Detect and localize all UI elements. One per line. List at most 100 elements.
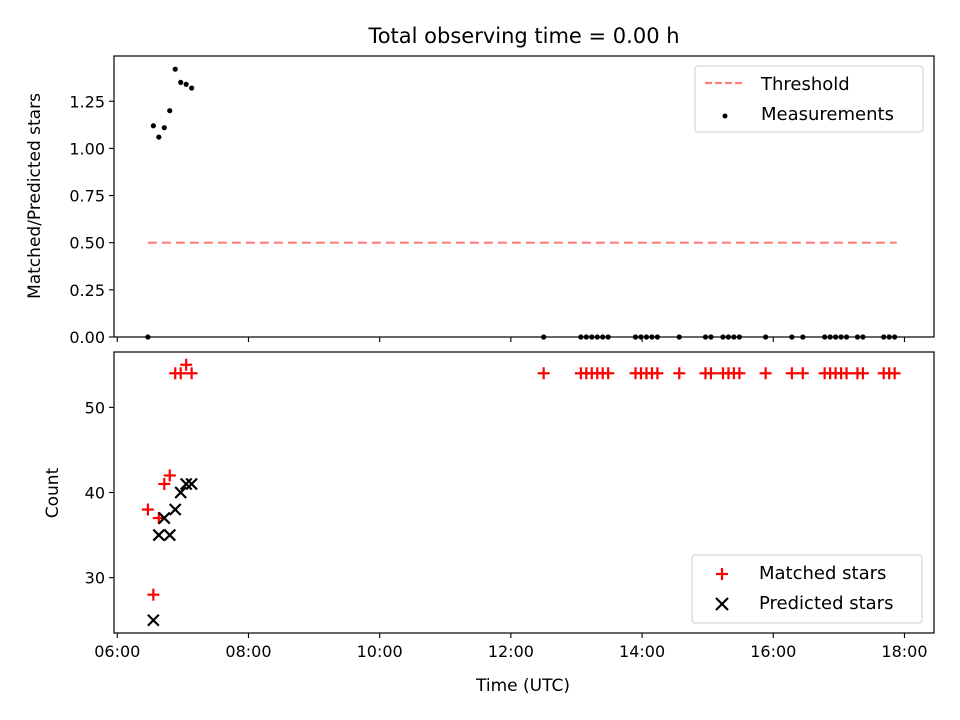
chart-title: Total observing time = 0.00 h bbox=[367, 24, 679, 48]
matched-star-marker bbox=[158, 477, 171, 490]
measurement-point bbox=[583, 334, 589, 340]
predicted-star-marker bbox=[185, 477, 198, 491]
measurement-point bbox=[892, 334, 898, 340]
bottom-y-tick-label: 30 bbox=[85, 569, 105, 588]
predicted-star-stroke bbox=[147, 613, 160, 627]
x-tick-label: 14:00 bbox=[619, 642, 665, 661]
matched-star-marker bbox=[147, 588, 160, 601]
top-legend-box bbox=[694, 65, 924, 133]
top-legend: Threshold Measurements bbox=[694, 65, 924, 133]
predicted-star-marker bbox=[147, 613, 160, 627]
matched-star-marker bbox=[185, 367, 198, 380]
predicted-star-stroke bbox=[163, 528, 177, 542]
x-tick-label: 16:00 bbox=[750, 642, 796, 661]
measurement-point bbox=[167, 108, 173, 114]
measurement-point bbox=[860, 334, 866, 340]
top-y-tick-label: 1.25 bbox=[69, 92, 105, 111]
bottom-y-axis-label: Count bbox=[43, 467, 63, 518]
measurement-point bbox=[843, 334, 850, 340]
measurement-point bbox=[578, 334, 584, 340]
measurement-point bbox=[156, 134, 162, 140]
x-tick-label: 10:00 bbox=[357, 642, 403, 661]
matched-star-marker bbox=[888, 367, 901, 380]
measurement-point bbox=[189, 85, 195, 91]
x-tick-label: 12:00 bbox=[488, 642, 534, 661]
top-y-axis-label: Matched/Predicted stars bbox=[25, 93, 45, 299]
measurement-point bbox=[886, 334, 892, 340]
measurement-point bbox=[800, 334, 806, 340]
matched-star-marker bbox=[163, 469, 176, 482]
measurement-point bbox=[827, 334, 833, 340]
measurement-point bbox=[720, 334, 726, 340]
matched-star-marker bbox=[704, 367, 717, 380]
predicted-star-stroke bbox=[168, 503, 182, 516]
measurement-point bbox=[589, 334, 595, 340]
measurement-point bbox=[643, 334, 650, 340]
predicted-star-stroke bbox=[185, 477, 198, 491]
bottom-y-tick-label: 50 bbox=[85, 398, 105, 417]
measurement-point bbox=[605, 334, 611, 340]
matched-star-marker bbox=[174, 367, 187, 380]
bottom-legend: Matched stars Predicted stars bbox=[691, 554, 923, 624]
predicted-star-marker bbox=[174, 486, 187, 499]
measurement-point bbox=[632, 334, 639, 340]
measurement-point bbox=[183, 81, 189, 87]
predicted-star-marker bbox=[158, 511, 171, 525]
matched-star-marker bbox=[785, 367, 798, 380]
legend-threshold-label: Threshold bbox=[760, 74, 850, 95]
matched-star-marker bbox=[537, 367, 550, 380]
measurement-point bbox=[881, 334, 887, 340]
measurement-point bbox=[654, 334, 660, 340]
measurement-point bbox=[600, 334, 606, 340]
measurement-point bbox=[822, 334, 828, 340]
x-tick-label: 08:00 bbox=[225, 642, 271, 661]
legend-matched-label: Matched stars bbox=[759, 563, 886, 584]
bottom-y-tick-label: 40 bbox=[85, 484, 105, 503]
measurement-point bbox=[161, 125, 167, 131]
matched-star-marker bbox=[840, 367, 853, 380]
measurement-point bbox=[145, 334, 151, 340]
top-y-tick-label: 1.00 bbox=[69, 139, 105, 158]
predicted-star-marker bbox=[168, 503, 182, 516]
measurement-point bbox=[763, 334, 769, 340]
predicted-star-marker bbox=[163, 528, 177, 542]
matched-star-marker bbox=[733, 367, 746, 380]
predicted-star-stroke bbox=[179, 477, 193, 491]
measurement-point bbox=[594, 334, 600, 340]
matched-star-marker bbox=[602, 367, 615, 380]
predicted-star-marker bbox=[152, 528, 166, 542]
top-y-tick-label: 0.25 bbox=[69, 281, 105, 300]
measurement-point bbox=[649, 334, 655, 340]
measurement-point bbox=[178, 79, 184, 86]
bottom-plot-area: 30 40 50 06:00 08:00 10:00 12:00 14:00 16:00 18:0… bbox=[85, 351, 935, 661]
matched-star-marker bbox=[651, 367, 664, 380]
measurement-point bbox=[172, 66, 178, 72]
measurement-point bbox=[854, 334, 861, 340]
predicted-star-marker bbox=[179, 477, 193, 491]
legend-measurements-label: Measurements bbox=[761, 104, 894, 125]
measurement-point bbox=[731, 334, 737, 340]
measurement-point bbox=[676, 334, 682, 340]
legend-matched-swatch bbox=[716, 568, 728, 580]
matched-star-marker bbox=[759, 367, 772, 380]
matched-star-marker bbox=[856, 367, 869, 380]
x-axis-label: Time (UTC) bbox=[475, 676, 570, 696]
legend-measurements-swatch bbox=[722, 113, 728, 119]
measurement-point bbox=[638, 334, 644, 340]
top-axes-frame bbox=[113, 55, 935, 338]
top-plot-area: 0.00 0.25 0.50 0.75 1.00 1.25 bbox=[69, 55, 935, 347]
bottom-legend-box bbox=[691, 554, 923, 624]
x-tick-label: 06:00 bbox=[94, 642, 140, 661]
measurement-point bbox=[725, 334, 732, 340]
measurement-point bbox=[708, 334, 714, 340]
predicted-star-stroke bbox=[152, 528, 166, 542]
measurement-point bbox=[789, 334, 795, 340]
legend-predicted-label: Predicted stars bbox=[759, 593, 893, 614]
x-tick-label: 18:00 bbox=[881, 642, 927, 661]
top-y-tick-label: 0.75 bbox=[69, 187, 105, 206]
matched-star-marker bbox=[180, 358, 193, 371]
legend-predicted-swatch bbox=[715, 597, 729, 611]
matched-star-marker bbox=[141, 503, 154, 516]
measurement-point bbox=[150, 123, 156, 129]
